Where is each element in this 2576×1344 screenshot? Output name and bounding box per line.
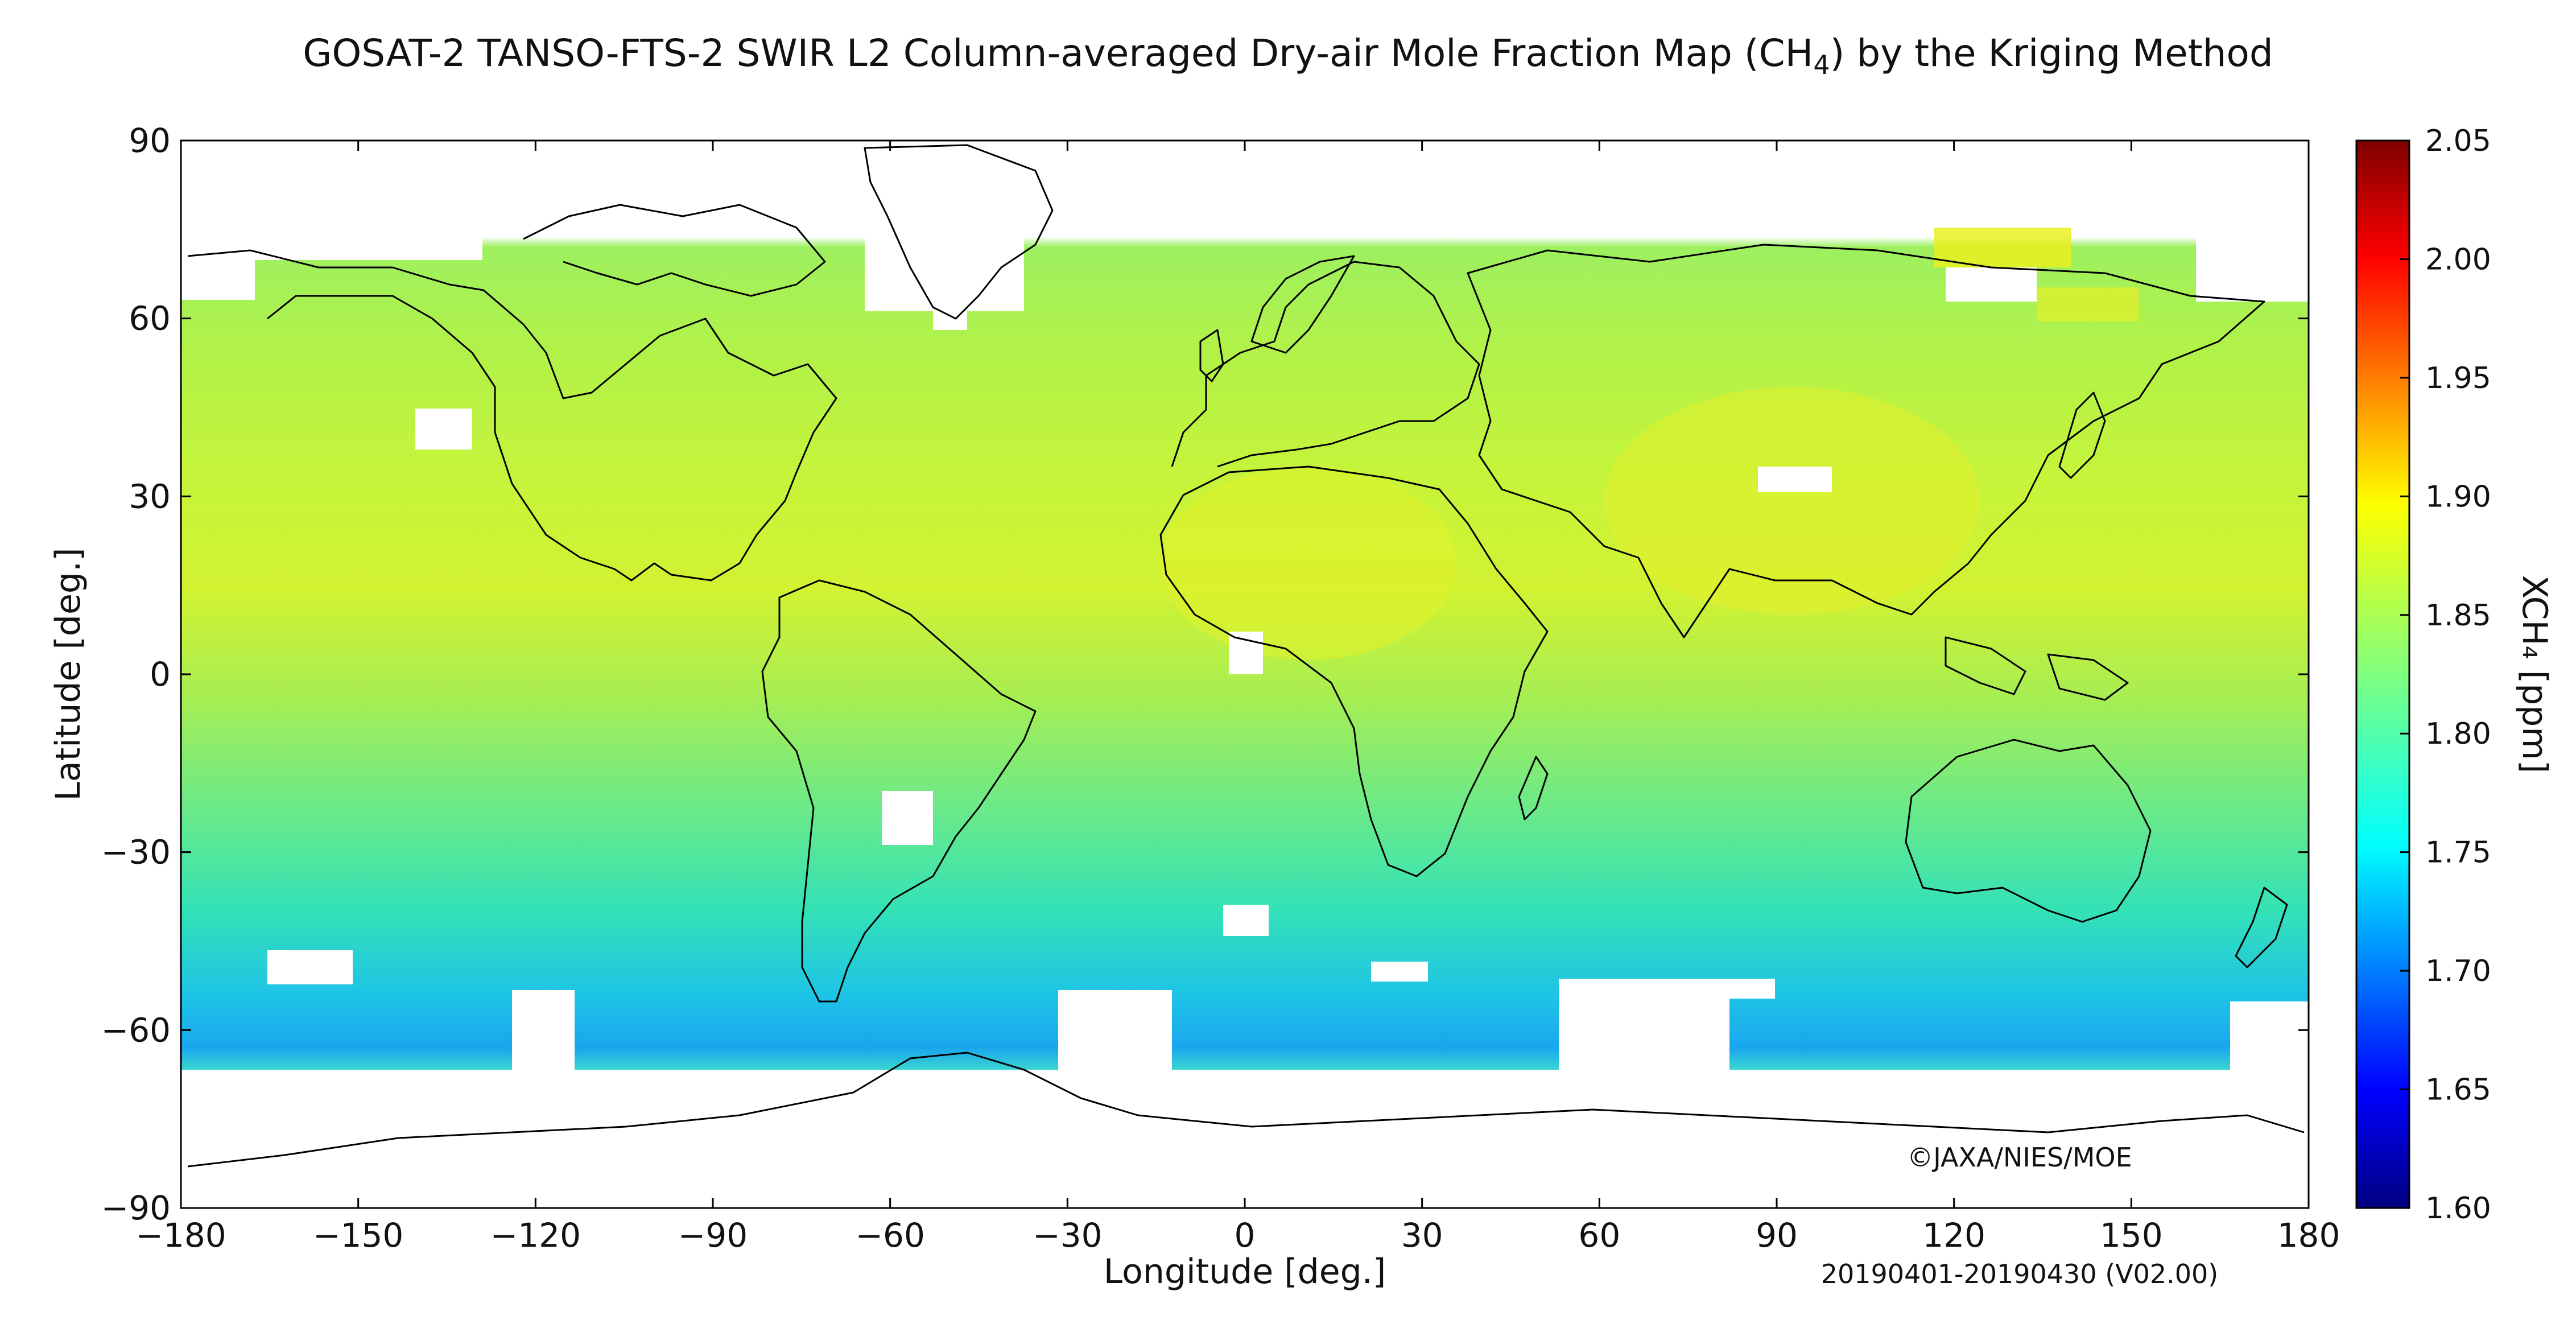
lat-tick-label: 0 bbox=[150, 655, 171, 694]
lon-tick-label: 30 bbox=[1401, 1216, 1443, 1255]
lat-tick-label: 30 bbox=[129, 477, 171, 516]
coastline-europe bbox=[1171, 261, 1480, 468]
x-axis-label: Longitude [deg.] bbox=[1104, 1252, 1386, 1292]
coastlines bbox=[187, 144, 2305, 1168]
map-area: −180 −150 −120 −90 −60 −30 0 30 60 90 120 150 180 90… bbox=[101, 121, 2340, 1255]
colorbar-tick-label: 1.85 bbox=[2425, 599, 2491, 633]
colorbar-tick-label: 1.80 bbox=[2425, 717, 2491, 751]
lon-tick-label: −90 bbox=[678, 1216, 748, 1255]
lat-tick-label: 60 bbox=[129, 299, 171, 338]
colorbar: 2.05 2.00 1.95 1.90 1.85 1.80 1.75 1.70 1.65 1.60… bbox=[2355, 124, 2554, 1226]
colorbar-tick-label: 1.65 bbox=[2425, 1073, 2491, 1107]
lon-tick-label: 90 bbox=[1756, 1216, 1798, 1255]
coastline-canada-arctic bbox=[523, 204, 826, 297]
coastline-new-zealand bbox=[2235, 887, 2288, 968]
coastline-indonesia bbox=[1945, 636, 2129, 701]
colorbar-label: XCH₄ [ppm] bbox=[2515, 575, 2554, 773]
colorbar-tick-label: 1.90 bbox=[2425, 480, 2491, 514]
lat-tick-marks: 90 60 30 0 −30 −60 −90 bbox=[101, 121, 2309, 1227]
lon-tick-label: −120 bbox=[490, 1216, 581, 1255]
lon-tick-label: 60 bbox=[1578, 1216, 1620, 1255]
coastline-uk bbox=[1199, 329, 1224, 382]
lon-tick-label: 150 bbox=[2100, 1216, 2163, 1255]
xch4-high-region bbox=[1934, 228, 2071, 267]
lon-tick-label: 0 bbox=[1235, 1216, 1256, 1255]
colorbar-gradient bbox=[2355, 139, 2410, 1209]
lat-tick-label: −30 bbox=[101, 833, 171, 872]
copyright-note: ©JAXA/NIES/MOE bbox=[1907, 1142, 2132, 1173]
colorbar-tick-label: 1.95 bbox=[2425, 361, 2491, 395]
colorbar-ticks: 2.05 2.00 1.95 1.90 1.85 1.80 1.75 1.70 1.65 1.60 bbox=[2400, 124, 2491, 1226]
y-axis-label: Latitude [deg.] bbox=[48, 548, 88, 801]
coastline-japan bbox=[2058, 391, 2106, 479]
xch4-high-region bbox=[2037, 287, 2139, 321]
coastline-asia bbox=[1467, 244, 2265, 638]
colorbar-tick-label: 1.60 bbox=[2425, 1192, 2491, 1226]
coastline-north-america bbox=[187, 249, 837, 582]
coastline-australia bbox=[1905, 739, 2152, 923]
period-label: 20190401-20190430 (V02.00) bbox=[1821, 1259, 2219, 1289]
xch4-high-region bbox=[1604, 387, 1980, 615]
lat-tick-label: −60 bbox=[101, 1011, 171, 1049]
colorbar-tick-label: 2.00 bbox=[2425, 242, 2491, 277]
map-title: GOSAT-2 TANSO-FTS-2 SWIR L2 Column-avera… bbox=[303, 31, 2273, 81]
coastline-scandinavia bbox=[1250, 255, 1355, 354]
lon-tick-marks: −180 −150 −120 −90 −60 −30 0 30 60 90 120 150 180 bbox=[135, 141, 2340, 1255]
lat-tick-label: −90 bbox=[101, 1189, 171, 1227]
lon-tick-label: 180 bbox=[2277, 1216, 2340, 1255]
coastline-antarctica bbox=[187, 1052, 2305, 1168]
lon-tick-label: −30 bbox=[1033, 1216, 1102, 1255]
lon-tick-label: 120 bbox=[1922, 1216, 1985, 1255]
colorbar-tick-label: 2.05 bbox=[2425, 124, 2491, 158]
coastline-greenland bbox=[864, 144, 1054, 320]
lon-tick-label: −180 bbox=[135, 1216, 226, 1255]
lon-tick-label: −60 bbox=[855, 1216, 924, 1255]
xch4-high-region bbox=[1161, 467, 1456, 660]
lat-tick-label: 90 bbox=[129, 121, 171, 160]
colorbar-tick-label: 1.75 bbox=[2425, 836, 2491, 870]
coastline-africa bbox=[1159, 465, 1549, 877]
colorbar-tick-label: 1.70 bbox=[2425, 954, 2491, 988]
lon-tick-label: −150 bbox=[313, 1216, 403, 1255]
no-data-gaps bbox=[181, 141, 2309, 1208]
coastline-south-america bbox=[761, 579, 1037, 1003]
coastline-madagascar bbox=[1518, 756, 1549, 821]
